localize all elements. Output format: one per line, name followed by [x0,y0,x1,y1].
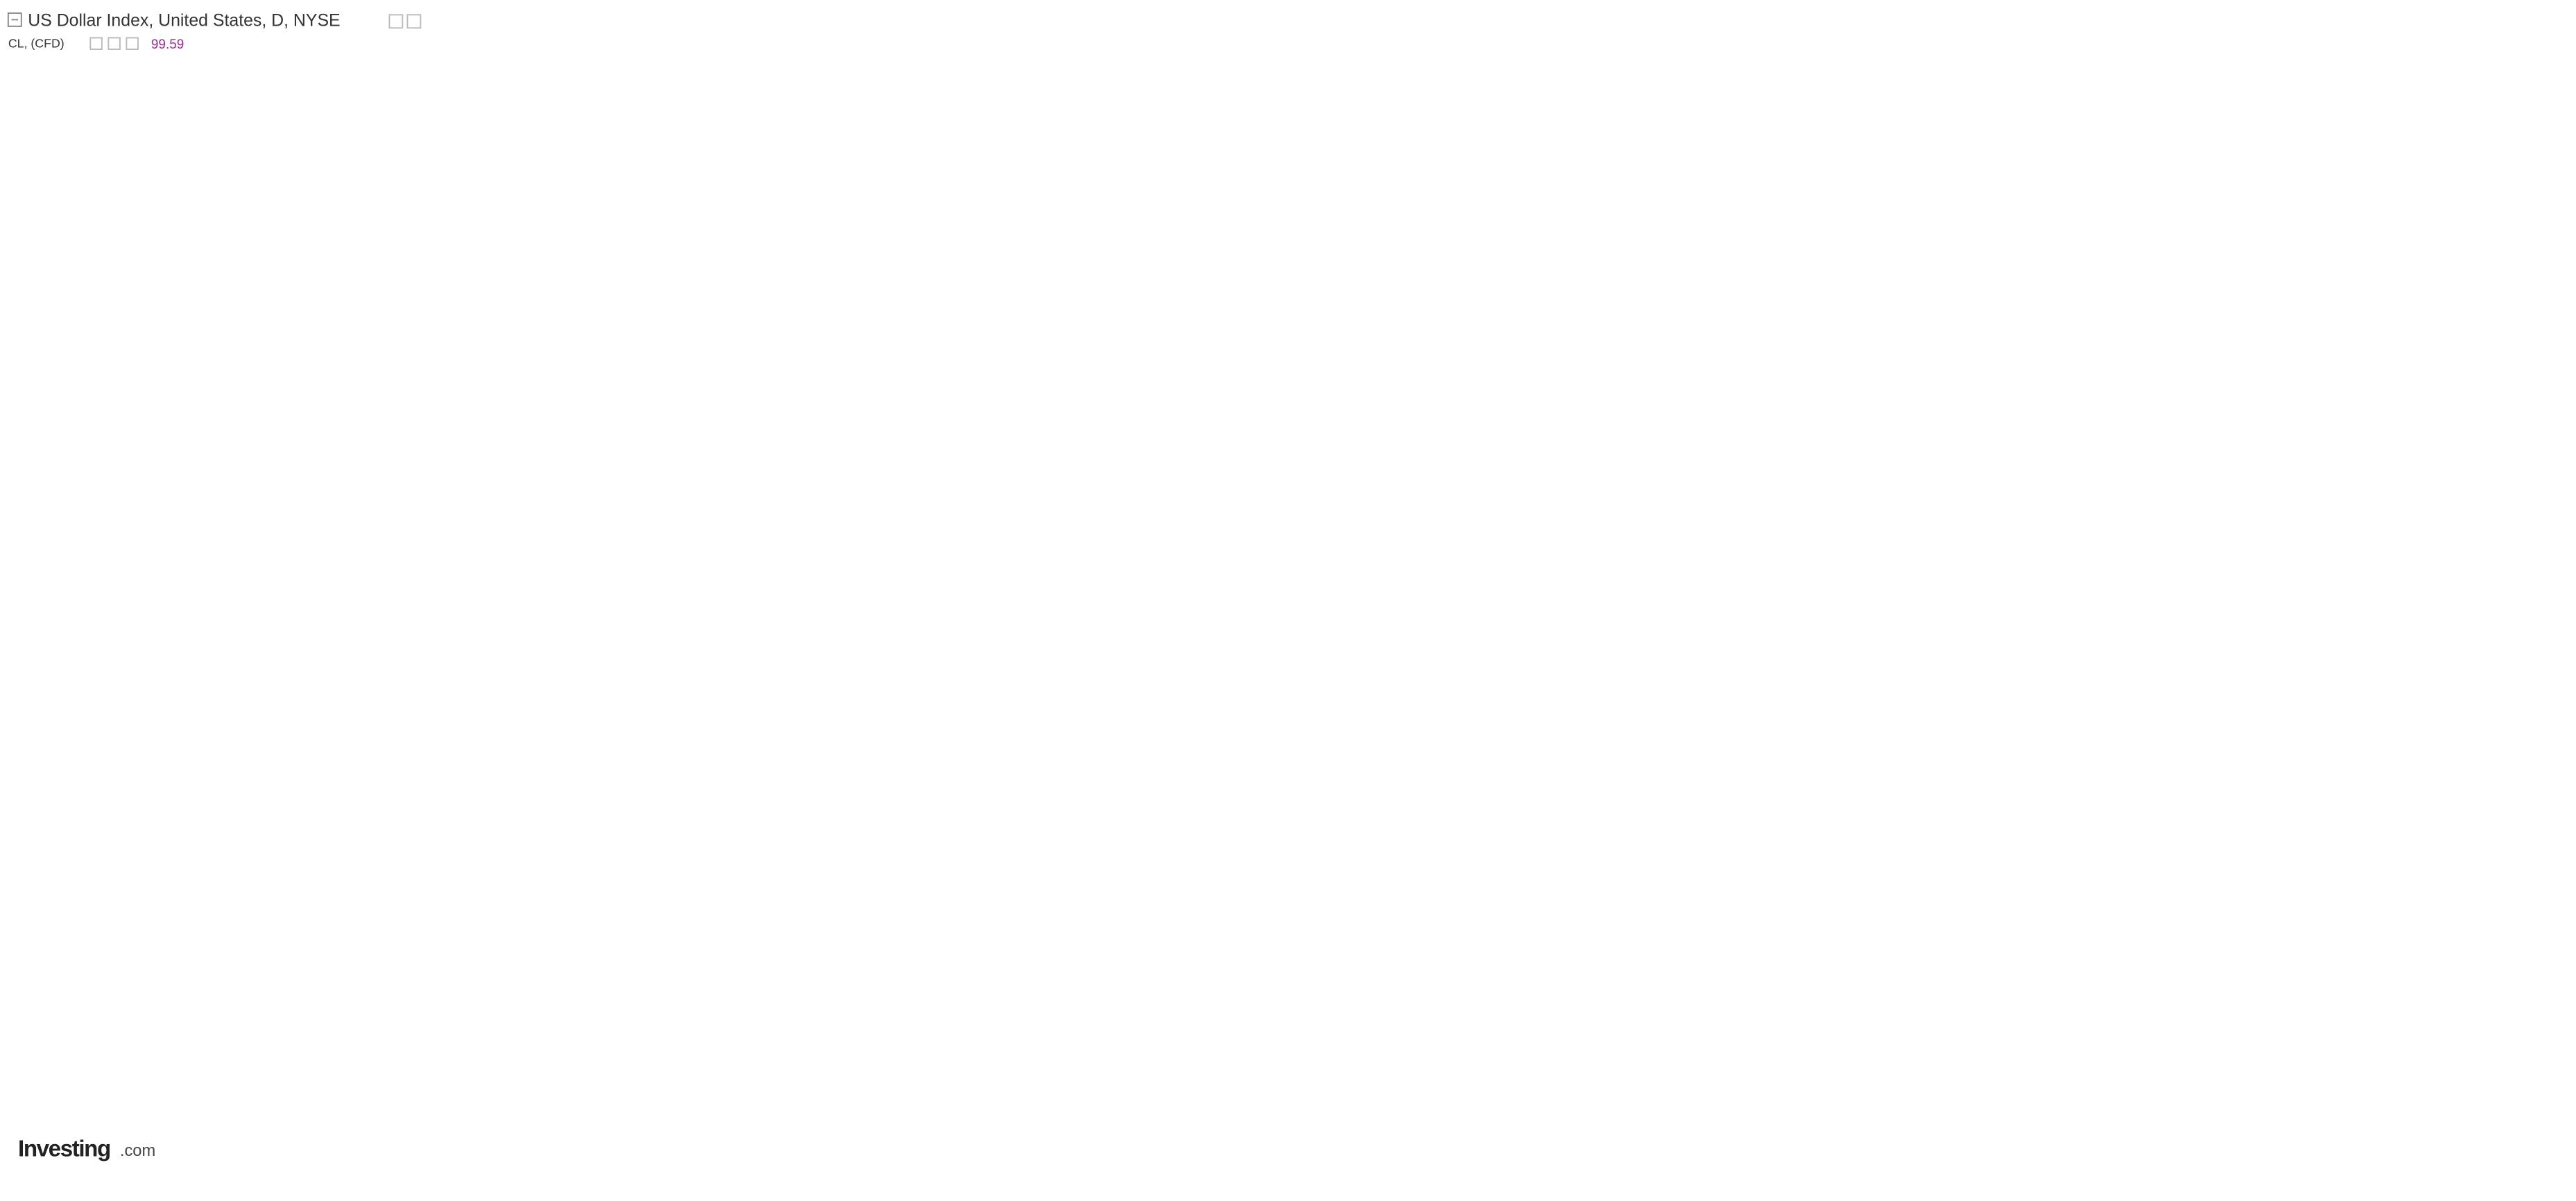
eye-icon[interactable] [89,37,103,51]
eye-icon[interactable] [388,14,404,29]
collapse-icon[interactable] [7,12,22,27]
settings-icon[interactable] [108,37,121,51]
settings-icon[interactable] [406,14,422,29]
close-icon[interactable] [126,37,139,51]
logo-suffix: .com [120,1142,155,1160]
series-price: 99.59 [151,37,184,52]
chart-title: US Dollar Index, United States, D, NYSE [28,10,340,30]
series-name: CL, (CFD) [8,37,65,51]
logo-brand: Investing [18,1136,110,1161]
